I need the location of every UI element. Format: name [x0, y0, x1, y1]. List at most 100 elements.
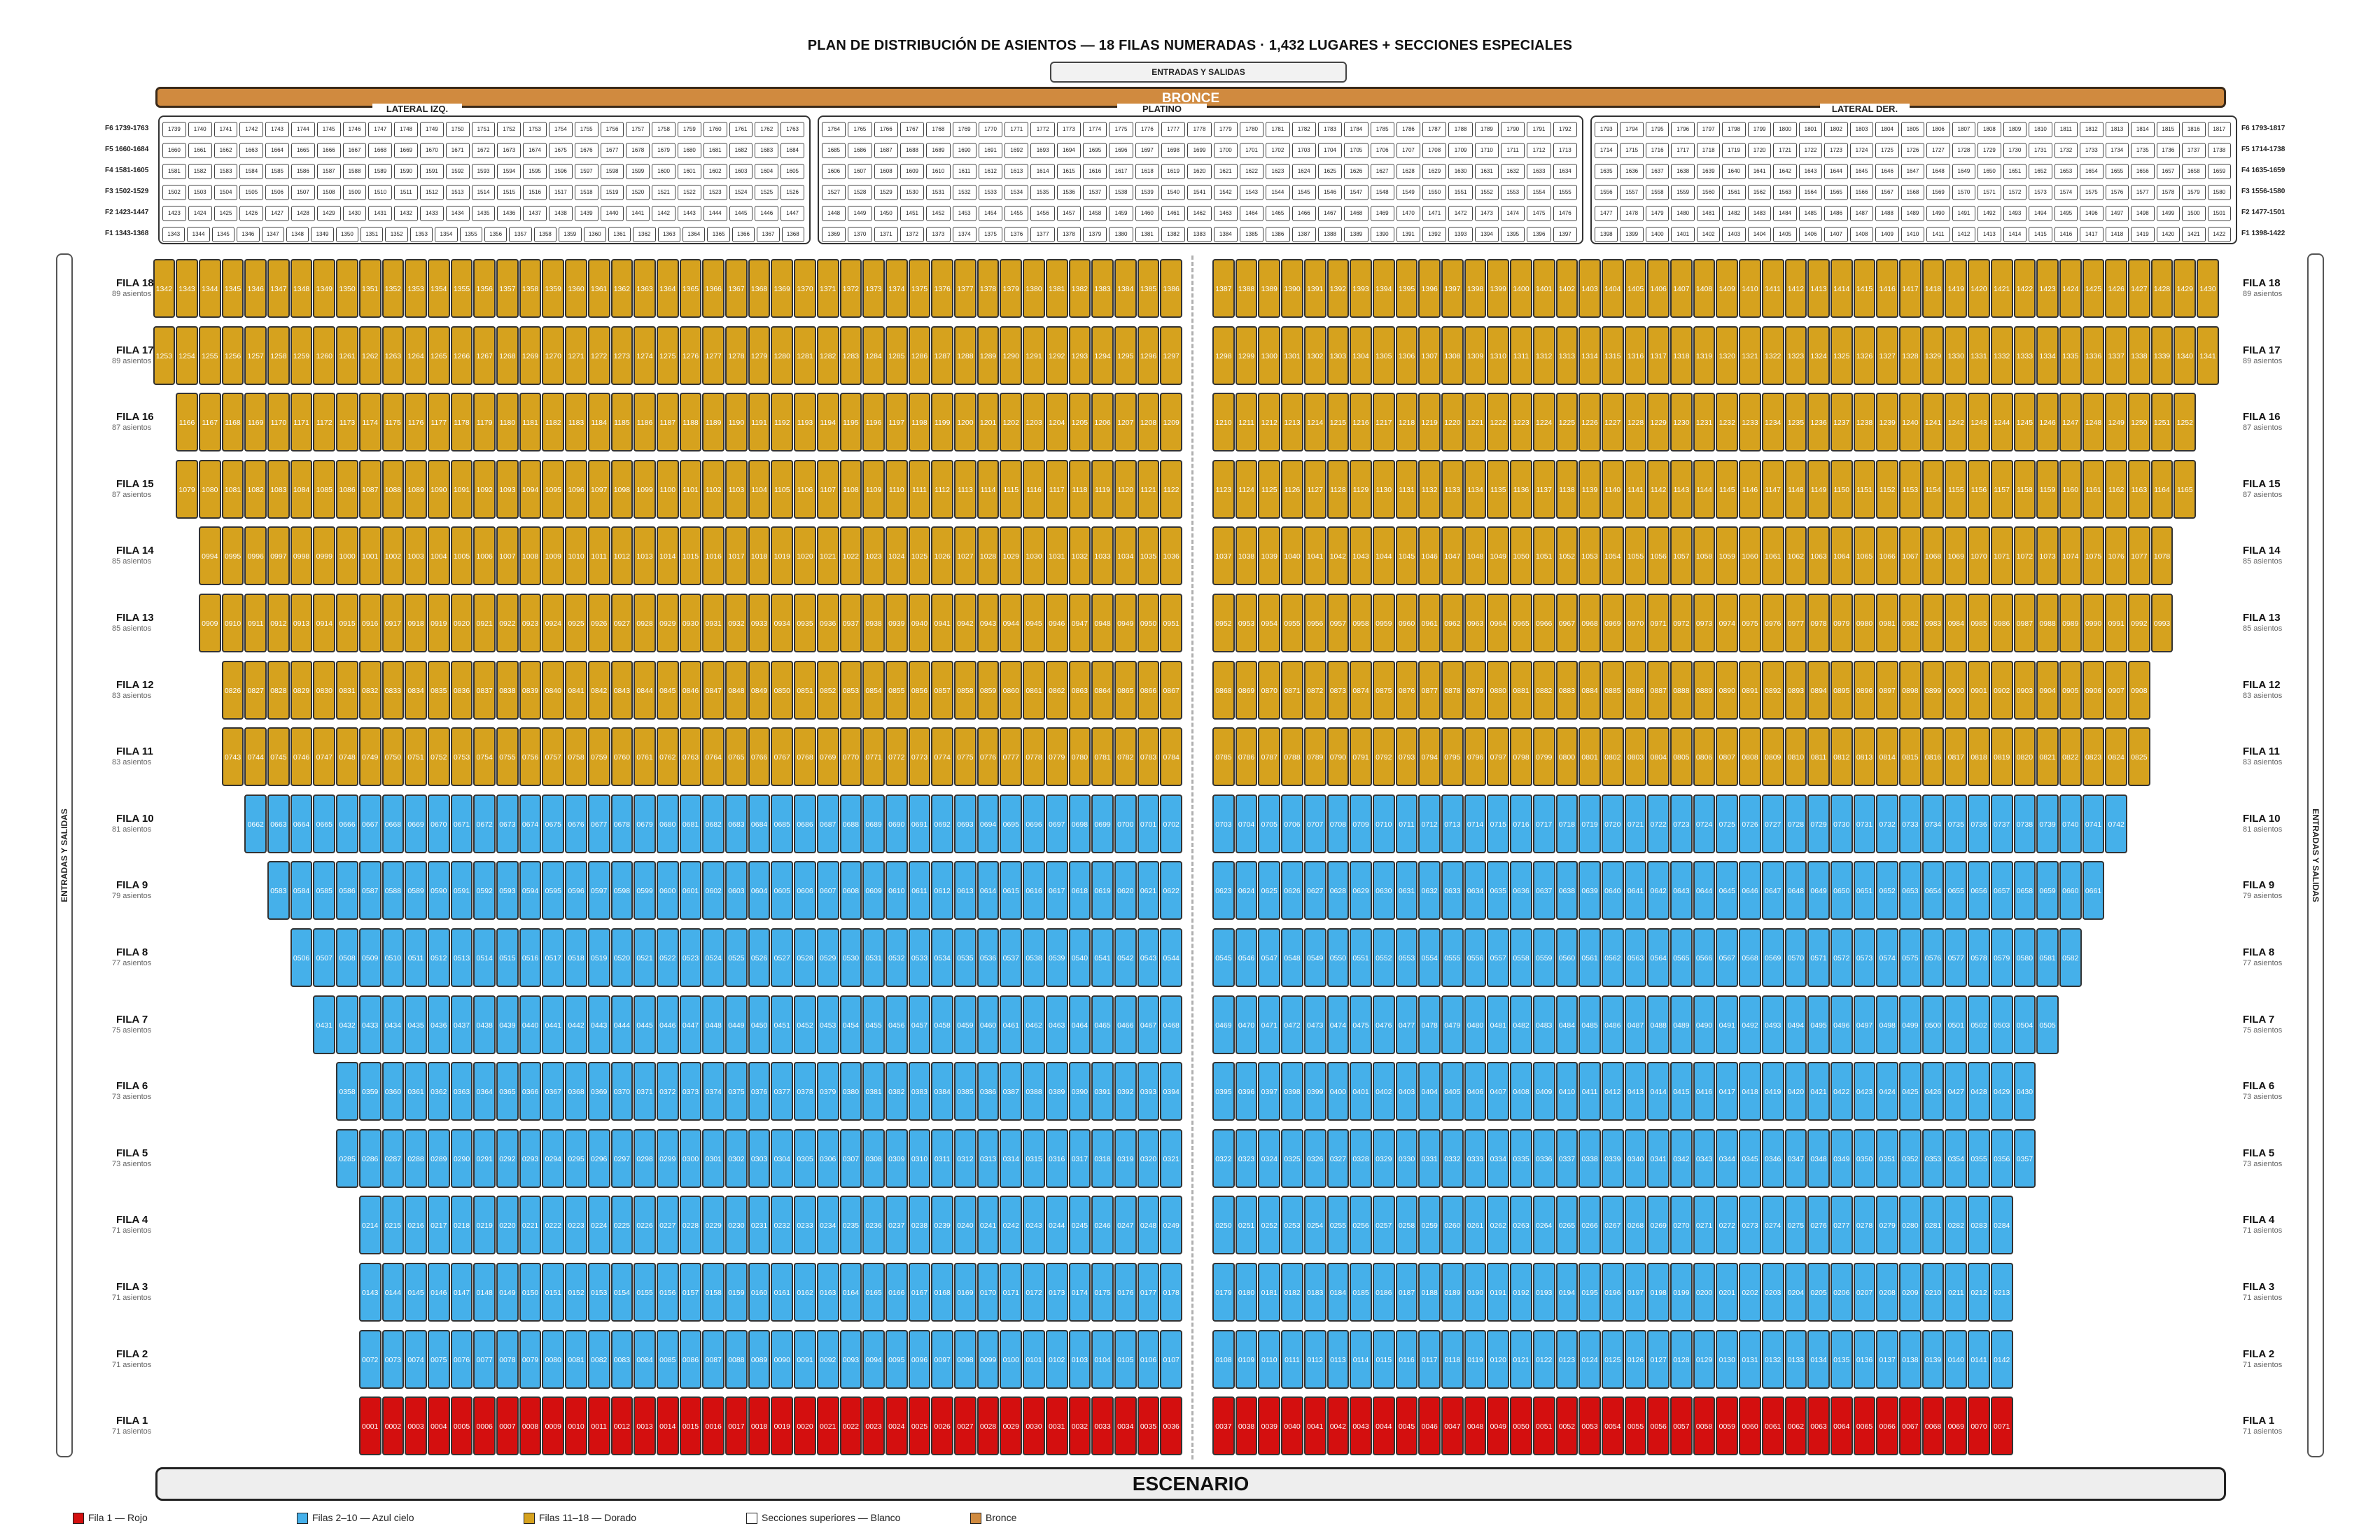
seat[interactable]: 0570 [1784, 928, 1807, 987]
seat[interactable]: 0967 [1555, 594, 1578, 652]
seat[interactable]: 0471 [1258, 995, 1281, 1054]
upper-seat[interactable]: 1698 [1161, 143, 1186, 158]
upper-seat[interactable]: 1737 [2182, 143, 2206, 158]
seat[interactable]: 1011 [587, 526, 610, 586]
seat[interactable]: 0768 [794, 727, 816, 787]
seat[interactable]: 0867 [1160, 660, 1183, 720]
seat[interactable]: 0924 [542, 594, 565, 652]
seat[interactable]: 1420 [1968, 259, 1990, 318]
seat[interactable]: 1195 [839, 393, 862, 452]
seat[interactable]: 1046 [1418, 526, 1441, 586]
seat[interactable]: 0582 [2059, 928, 2082, 987]
seat[interactable]: 0135 [1830, 1329, 1853, 1389]
seat[interactable]: 0672 [473, 794, 496, 853]
seat[interactable]: 0947 [1068, 594, 1091, 652]
seat[interactable]: 0504 [2013, 995, 2036, 1054]
seat[interactable]: 0139 [1921, 1329, 1945, 1389]
upper-seat[interactable]: 1640 [1722, 164, 1746, 179]
seat[interactable]: 0540 [1068, 928, 1091, 987]
seat[interactable]: 0630 [1372, 861, 1395, 920]
seat[interactable]: 1145 [1716, 459, 1739, 519]
seat[interactable]: 0134 [1807, 1329, 1830, 1389]
seat[interactable]: 0495 [1807, 995, 1830, 1054]
seat[interactable]: 0058 [1693, 1396, 1716, 1456]
seat[interactable]: 0211 [1945, 1263, 1968, 1322]
upper-seat[interactable]: 1686 [848, 143, 872, 158]
seat[interactable]: 0034 [1114, 1396, 1137, 1456]
seat[interactable]: 0763 [679, 727, 702, 787]
upper-seat[interactable]: 1688 [899, 143, 925, 158]
seat[interactable]: 0275 [1784, 1196, 1807, 1255]
seat[interactable]: 0978 [1807, 594, 1830, 652]
seat[interactable]: 0629 [1350, 861, 1372, 920]
upper-seat[interactable]: 1804 [1875, 122, 1899, 137]
seat[interactable]: 0496 [1830, 995, 1853, 1054]
upper-seat[interactable]: 1766 [874, 122, 898, 137]
seat[interactable]: 0916 [358, 594, 382, 652]
upper-seat[interactable]: 1514 [471, 185, 496, 200]
seat[interactable]: 0317 [1068, 1128, 1091, 1188]
upper-seat[interactable]: 1542 [1213, 185, 1238, 200]
upper-seat[interactable]: 1498 [2131, 206, 2155, 221]
seat[interactable]: 1305 [1372, 326, 1395, 385]
seat[interactable]: 1111 [908, 459, 931, 519]
seat[interactable]: 0581 [2036, 928, 2059, 987]
upper-seat[interactable]: 1610 [926, 164, 951, 179]
upper-seat[interactable]: 1693 [1030, 143, 1055, 158]
seat[interactable]: 0347 [1784, 1128, 1807, 1188]
seat[interactable]: 0128 [1670, 1329, 1693, 1389]
seat[interactable]: 1077 [2128, 526, 2150, 586]
seat[interactable]: 0643 [1670, 861, 1693, 920]
seat[interactable]: 0734 [1921, 794, 1945, 853]
seat[interactable]: 0814 [1876, 727, 1899, 787]
seat[interactable]: 1001 [358, 526, 382, 586]
seat[interactable]: 1349 [313, 259, 336, 318]
seat[interactable]: 0580 [2013, 928, 2036, 987]
upper-seat[interactable]: 1768 [926, 122, 951, 137]
seat[interactable]: 0435 [405, 995, 427, 1054]
upper-seat[interactable]: 1601 [678, 164, 701, 179]
upper-seat[interactable]: 1625 [1317, 164, 1343, 179]
seat[interactable]: 1120 [1114, 459, 1137, 519]
seat[interactable]: 1390 [1281, 259, 1303, 318]
seat[interactable]: 0923 [519, 594, 542, 652]
seat[interactable]: 0639 [1578, 861, 1601, 920]
seat[interactable]: 1004 [427, 526, 450, 586]
upper-seat[interactable]: 1783 [1317, 122, 1343, 137]
seat[interactable]: 0229 [702, 1196, 725, 1255]
seat[interactable]: 0761 [634, 727, 656, 787]
upper-seat[interactable]: 1412 [1952, 227, 1976, 242]
seat[interactable]: 0473 [1303, 995, 1326, 1054]
seat[interactable]: 1172 [313, 393, 336, 452]
upper-seat[interactable]: 1782 [1292, 122, 1316, 137]
upper-seat[interactable]: 1411 [1926, 227, 1950, 242]
upper-seat[interactable]: 1374 [952, 227, 976, 242]
seat[interactable]: 1346 [244, 259, 267, 318]
seat[interactable]: 1218 [1395, 393, 1418, 452]
seat[interactable]: 0480 [1464, 995, 1487, 1054]
seat[interactable]: 0392 [1114, 1062, 1137, 1121]
seat[interactable]: 0142 [1990, 1329, 2013, 1389]
seat[interactable]: 0050 [1510, 1396, 1532, 1456]
seat[interactable]: 1018 [748, 526, 771, 586]
seat[interactable]: 0035 [1137, 1396, 1160, 1456]
upper-seat[interactable]: 1363 [657, 227, 681, 242]
seat[interactable]: 0037 [1212, 1396, 1235, 1456]
seat[interactable]: 0552 [1372, 928, 1395, 987]
upper-seat[interactable]: 1385 [1239, 227, 1264, 242]
seat[interactable]: 1309 [1464, 326, 1487, 385]
seat[interactable]: 1081 [221, 459, 244, 519]
seat[interactable]: 0101 [1023, 1329, 1045, 1389]
upper-seat[interactable]: 1515 [497, 185, 522, 200]
seat[interactable]: 0539 [1045, 928, 1068, 987]
seat[interactable]: 1215 [1326, 393, 1350, 452]
upper-seat[interactable]: 1810 [2029, 122, 2052, 137]
seat[interactable]: 1021 [816, 526, 839, 586]
seat[interactable]: 0426 [1921, 1062, 1945, 1121]
seat[interactable]: 0873 [1326, 660, 1350, 720]
upper-seat[interactable]: 1568 [1900, 185, 1925, 200]
seat[interactable]: 0893 [1784, 660, 1807, 720]
seat[interactable]: 0897 [1876, 660, 1899, 720]
seat[interactable]: 1340 [2174, 326, 2197, 385]
seat[interactable]: 0720 [1601, 794, 1624, 853]
